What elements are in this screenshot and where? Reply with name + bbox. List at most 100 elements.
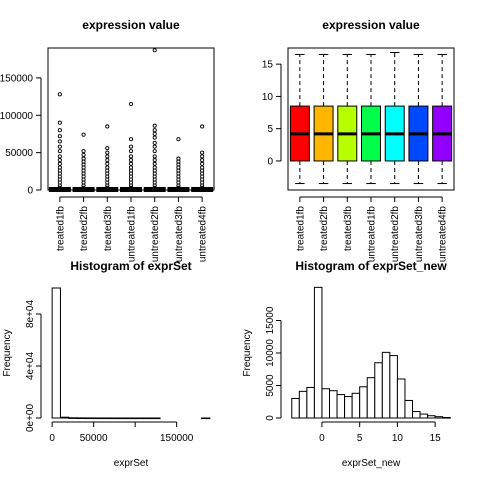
histogram-bar	[76, 417, 86, 419]
histogram-bar	[201, 417, 211, 420]
outlier-point	[105, 185, 110, 190]
box-untreated3fb	[167, 137, 190, 192]
histogram-bar	[412, 411, 421, 419]
histogram-bar	[329, 390, 338, 419]
box-treated3fb	[337, 53, 358, 185]
box-treated1fb	[48, 92, 71, 192]
outlier-point	[128, 185, 134, 190]
outlier-point	[200, 154, 205, 159]
x-tick-label: treated1fb	[295, 206, 306, 251]
histogram-bar	[291, 398, 300, 419]
outlier-point	[105, 146, 110, 151]
outlier-point	[152, 131, 157, 136]
x-tick-label: 15	[430, 433, 442, 444]
outlier-point	[200, 150, 205, 155]
histogram-bar	[321, 388, 331, 419]
outlier-point	[152, 144, 157, 149]
y-tick-label: 50000	[5, 148, 33, 159]
x-tick-label: untreated3fb	[414, 206, 425, 263]
box-untreated4fb	[432, 53, 453, 185]
x-tick-label: untreated4fb	[438, 206, 449, 263]
histogram-bar	[151, 417, 161, 420]
histogram-bar	[298, 390, 308, 419]
outlier-point	[81, 156, 86, 161]
boxplot-panel-2: expression value 0 5 10 15 treated1fb treated2…	[262, 18, 455, 263]
outlier-point	[128, 161, 134, 166]
histogram-bar	[344, 396, 353, 419]
histogram-bar	[351, 392, 361, 419]
box-untreated4fb	[191, 124, 214, 192]
chart-title: Histogram of exprSet	[70, 259, 191, 273]
box-untreated1fb	[120, 102, 142, 192]
outlier-point	[81, 185, 86, 190]
outlier-point	[57, 185, 62, 190]
box-treated3fb	[96, 124, 119, 192]
y-tick-label: 0	[27, 186, 33, 197]
histogram-bar	[109, 417, 120, 420]
outlier-point	[152, 48, 157, 53]
histogram-bar	[51, 287, 61, 419]
outlier-point	[57, 161, 62, 166]
outlier-point	[128, 158, 134, 163]
outlier-point	[152, 158, 157, 163]
histogram-panel-4: Histogram of exprSet_new 0 5000 10000 15000 F…	[242, 259, 451, 469]
y-tick-label: 15000	[265, 306, 276, 334]
histogram-bar	[68, 417, 78, 419]
outlier-point	[57, 128, 62, 133]
outlier-point	[128, 144, 134, 149]
outlier-point	[152, 154, 157, 159]
histogram-bar	[419, 413, 429, 419]
y-axis-label: Frequency	[2, 329, 13, 376]
chart-title: expression value	[322, 18, 420, 32]
x-tick-label: treated3fb	[103, 206, 114, 251]
histogram-bar	[359, 386, 368, 419]
outlier-point	[57, 149, 62, 154]
outlier-point	[152, 165, 157, 170]
x-tick-label: untreated4fb	[198, 206, 209, 263]
histogram-bar	[427, 415, 436, 419]
outlier-point	[152, 128, 157, 133]
y-tick-label: 150000	[0, 73, 33, 84]
outlier-point	[200, 165, 205, 170]
outlier-point	[57, 144, 62, 149]
histogram-bar	[396, 378, 406, 419]
histogram-bar	[84, 417, 95, 420]
outlier-point	[57, 165, 62, 170]
y-tick-label: 4e+04	[25, 352, 36, 381]
histogram-bar	[336, 394, 346, 419]
y-tick-label: 0e+00	[25, 404, 36, 433]
y-tick-label: 5000	[265, 374, 276, 397]
plot-frame	[287, 47, 455, 191]
chart-title: Histogram of exprSet_new	[295, 259, 447, 273]
x-tick-label: treated2fb	[319, 206, 330, 251]
box-untreated2fb	[384, 52, 405, 185]
outlier-point	[57, 158, 62, 163]
y-tick-label: 10	[262, 92, 274, 103]
outlier-point	[81, 132, 86, 137]
outlier-point	[105, 154, 110, 159]
outlier-point	[57, 154, 62, 159]
outlier-point	[200, 124, 205, 129]
outlier-point	[57, 134, 62, 139]
chart-title: expression value	[82, 18, 180, 32]
x-tick-label: 10	[392, 433, 404, 444]
x-tick-label: untreated2fb	[150, 206, 161, 263]
outlier-point	[81, 149, 86, 154]
box-treated1fb	[289, 53, 310, 185]
histogram-bar	[404, 399, 414, 419]
outlier-point	[128, 154, 134, 159]
x-axis-label: exprSet	[114, 458, 149, 469]
histogram-bar	[442, 416, 451, 419]
y-tick-label: 100000	[0, 111, 33, 122]
outlier-point	[176, 185, 181, 190]
x-tick-label: untreated1fb	[367, 206, 378, 263]
box-untreated2fb	[143, 48, 166, 192]
x-axis-label: exprSet_new	[342, 458, 401, 469]
outlier-point	[105, 158, 110, 163]
outlier-point	[105, 150, 110, 155]
x-tick-label: 0	[319, 433, 325, 444]
histogram-panel-3: Histogram of exprSet 0e+00 4e+04 8e+04 Frequ…	[2, 259, 211, 469]
x-tick-label: 0	[49, 433, 55, 444]
outlier-point	[152, 135, 157, 140]
